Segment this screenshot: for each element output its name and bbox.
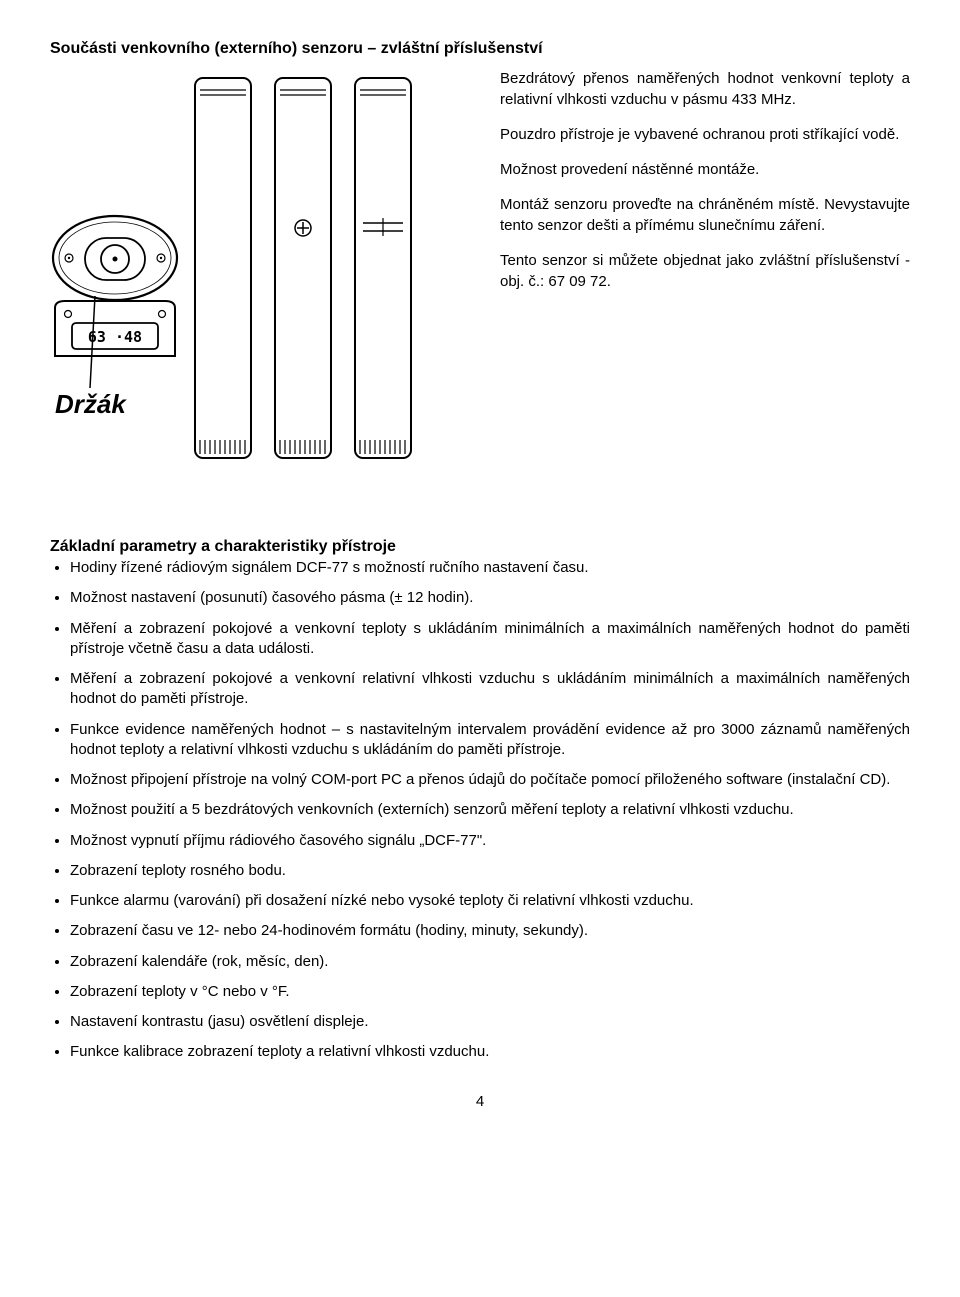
- list-item: Nastavení kontrastu (jasu) osvětlení dis…: [70, 1012, 910, 1032]
- list-item: Měření a zobrazení pokojové a venkovní r…: [70, 669, 910, 710]
- paragraph: Montáž senzoru proveďte na chráněném mís…: [500, 194, 910, 236]
- paragraph: Tento senzor si můžete objednat jako zvl…: [500, 250, 910, 292]
- paragraph: Pouzdro přístroje je vybavené ochranou p…: [500, 124, 910, 145]
- list-item: Možnost vypnutí příjmu rádiového časovéh…: [70, 831, 910, 851]
- list-item: Hodiny řízené rádiovým signálem DCF-77 s…: [70, 558, 910, 578]
- holder-label: Držák: [55, 389, 127, 419]
- sensor-front: [195, 78, 251, 458]
- description-text: Bezdrátový přenos naměřených hodnot venk…: [500, 68, 910, 498]
- params-list: Hodiny řízené rádiovým signálem DCF-77 s…: [50, 558, 910, 1063]
- sensor-back: [355, 78, 411, 458]
- paragraph: Bezdrátový přenos naměřených hodnot venk…: [500, 68, 910, 110]
- list-item: Možnost použití a 5 bezdrátových venkovn…: [70, 800, 910, 820]
- sensor-middle: [275, 78, 331, 458]
- list-item: Zobrazení teploty rosného bodu.: [70, 861, 910, 881]
- list-item: Zobrazení teploty v °C nebo v °F.: [70, 982, 910, 1002]
- page-number: 4: [50, 1093, 910, 1110]
- list-item: Funkce evidence naměřených hodnot – s na…: [70, 720, 910, 761]
- top-section: 63 ·48 Držák Bezdrátový přenos naměřenýc…: [50, 68, 910, 498]
- paragraph: Možnost provedení nástěnné montáže.: [500, 159, 910, 180]
- list-item: Funkce alarmu (varování) při dosažení ní…: [70, 891, 910, 911]
- sensor-illustration: 63 ·48 Držák: [50, 68, 480, 498]
- params-heading: Základní parametry a charakteristiky pří…: [50, 538, 910, 556]
- section-heading: Součásti venkovního (externího) senzoru …: [50, 40, 910, 58]
- list-item: Zobrazení kalendáře (rok, měsíc, den).: [70, 952, 910, 972]
- lcd-panel: 63 ·48: [55, 301, 175, 356]
- list-item: Měření a zobrazení pokojové a venkovní t…: [70, 619, 910, 660]
- sensor-graphics: 63 ·48 Držák: [50, 68, 480, 498]
- holder-icon: [53, 216, 177, 300]
- list-item: Možnost připojení přístroje na volný COM…: [70, 770, 910, 790]
- list-item: Funkce kalibrace zobrazení teploty a rel…: [70, 1042, 910, 1062]
- svg-text:63 ·48: 63 ·48: [88, 328, 142, 346]
- list-item: Zobrazení času ve 12- nebo 24-hodinovém …: [70, 921, 910, 941]
- list-item: Možnost nastavení (posunutí) časového pá…: [70, 588, 910, 608]
